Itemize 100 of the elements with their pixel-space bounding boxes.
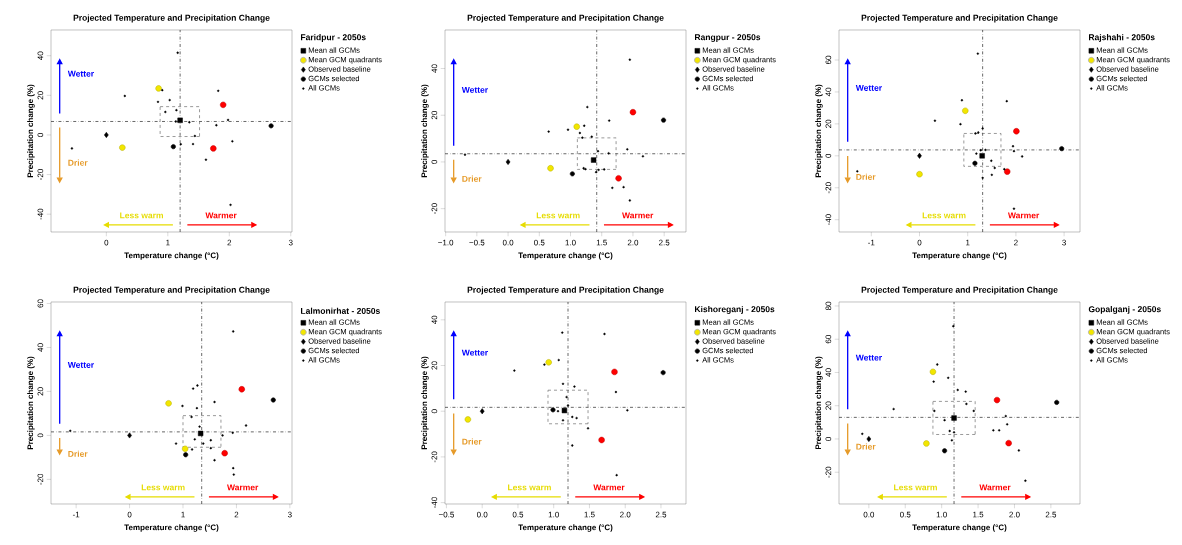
x-axis-title: Temperature change (°C) [124,252,219,260]
y-tick-label: -20 [431,451,438,463]
annotation: Wetter [67,70,94,77]
x-tick-label: 0 [127,511,132,518]
x-tick-label: 1.0 [936,511,947,518]
annotation: Warmer [979,484,1011,491]
annotation: Drier [856,173,876,180]
annotation: Drier [462,438,482,445]
y-tick-label: 20 [825,401,832,410]
x-tick-label: 1 [966,239,970,246]
x-tick-label: 1 [166,239,170,246]
x-axis-title: Temperature change (°C) [912,252,1007,260]
chart-title: Projected Temperature and Precipitation Change [467,286,664,295]
x-tick-label: 2.5 [1045,511,1057,518]
y-tick-label: 0 [37,433,44,438]
chart-title: Projected Temperature and Precipitation Change [73,286,270,295]
y-tick-label: -40 [825,214,832,226]
y-axis-title: Precipitation change (%) [27,84,35,178]
x-tick-label: −1.0 [438,239,454,246]
y-axis-title: Precipitation change (%) [815,356,823,450]
y-tick-label: -20 [825,182,832,194]
annotation: Warmer [622,212,654,219]
y-tick-label: -20 [37,473,44,485]
legend-title: Gopalganj - 2050s [1088,305,1161,314]
annotation: Less warm [120,212,163,219]
x-tick-label: 1.5 [584,511,595,518]
x-tick-label: 2 [227,239,232,246]
chart-title: Projected Temperature and Precipitation Change [73,14,270,23]
y-tick-label: -40 [431,497,438,509]
y-tick-label: 0 [37,133,44,137]
x-tick-label: 3 [288,239,293,246]
x-axis-title: Temperature change (°C) [124,524,219,532]
legend-title: Faridpur - 2050s [301,33,366,42]
x-axis-title: Temperature change (°C) [518,252,613,260]
annotation: Wetter [461,86,488,93]
annotation: Drier [68,450,88,457]
chart-title: Projected Temperature and Precipitation Change [467,14,664,23]
y-tick-label: -40 [37,208,44,220]
annotation: Warmer [593,484,625,491]
x-tick-label: 0.5 [534,239,545,246]
annotation: Wetter [461,349,488,356]
y-tick-label: -20 [431,203,438,215]
y-tick-label: -20 [37,169,44,180]
y-tick-label: 20 [431,361,438,370]
legend-title: Kishoreganj - 2050s [695,305,775,314]
annotation: Wetter [855,354,882,361]
y-tick-label: 20 [37,91,44,100]
x-tick-label: 0.0 [863,511,875,518]
y-axis-title: Precipitation change (%) [27,356,35,450]
x-tick-label: −0.5 [438,511,454,518]
y-tick-label: 20 [825,119,832,128]
x-tick-label: -1 [868,239,875,246]
x-tick-label: 2.5 [659,239,670,246]
y-tick-label: 40 [825,87,832,97]
x-tick-label: 2.0 [627,239,639,246]
x-tick-label: 0 [104,239,109,246]
x-tick-label: 0.0 [476,511,488,518]
x-tick-label: 2 [1014,239,1018,246]
y-tick-label: 60 [37,299,44,308]
chart-title: Projected Temperature and Precipitation Change [861,14,1058,23]
y-tick-label: 80 [825,301,832,311]
y-tick-label: 0 [431,409,438,414]
y-tick-label: 0 [431,160,438,164]
y-tick-label: 60 [825,335,832,344]
x-tick-label: −0.5 [469,239,485,246]
x-axis-title: Temperature change (°C) [518,524,613,532]
y-axis-title: Precipitation change (%) [815,84,823,178]
annotation: Warmer [227,484,259,491]
annotation: Less warm [536,212,580,219]
annotation: Less warm [922,212,966,219]
y-tick-label: 40 [431,315,438,325]
x-tick-label: 0.5 [900,511,911,518]
y-tick-label: 40 [37,51,44,60]
x-tick-label: 2.0 [1009,511,1020,518]
x-tick-label: 2.5 [655,511,667,518]
x-axis-title: Temperature change (°C) [912,524,1007,532]
chart-title: Projected Temperature and Precipitation Change [861,286,1058,295]
annotation: Wetter [67,361,94,368]
annotation: Wetter [855,84,882,91]
x-tick-label: 3 [1062,239,1066,246]
y-tick-label: 40 [825,368,832,377]
x-tick-label: 1.5 [973,511,984,518]
x-tick-label: 0.0 [502,239,514,246]
annotation: Less warm [508,484,551,491]
legend-title: Lalmonirhat - 2050s [301,307,380,314]
y-tick-label: 20 [431,111,438,120]
y-tick-label: 60 [825,55,832,65]
y-tick-label: -20 [825,466,832,478]
x-tick-label: 0 [917,239,922,246]
x-tick-label: 0.5 [512,511,524,518]
y-tick-label: 40 [37,343,44,352]
y-tick-label: 0 [825,437,832,441]
y-tick-label: 0 [825,153,832,158]
y-axis-title: Precipitation change (%) [421,84,429,178]
annotation: Drier [856,443,876,450]
annotation: Less warm [141,484,185,491]
y-tick-label: 40 [431,64,438,73]
legend-title: Rangpur - 2050s [695,34,761,42]
x-tick-label: 1 [181,511,185,518]
annotation: Warmer [1007,212,1040,219]
